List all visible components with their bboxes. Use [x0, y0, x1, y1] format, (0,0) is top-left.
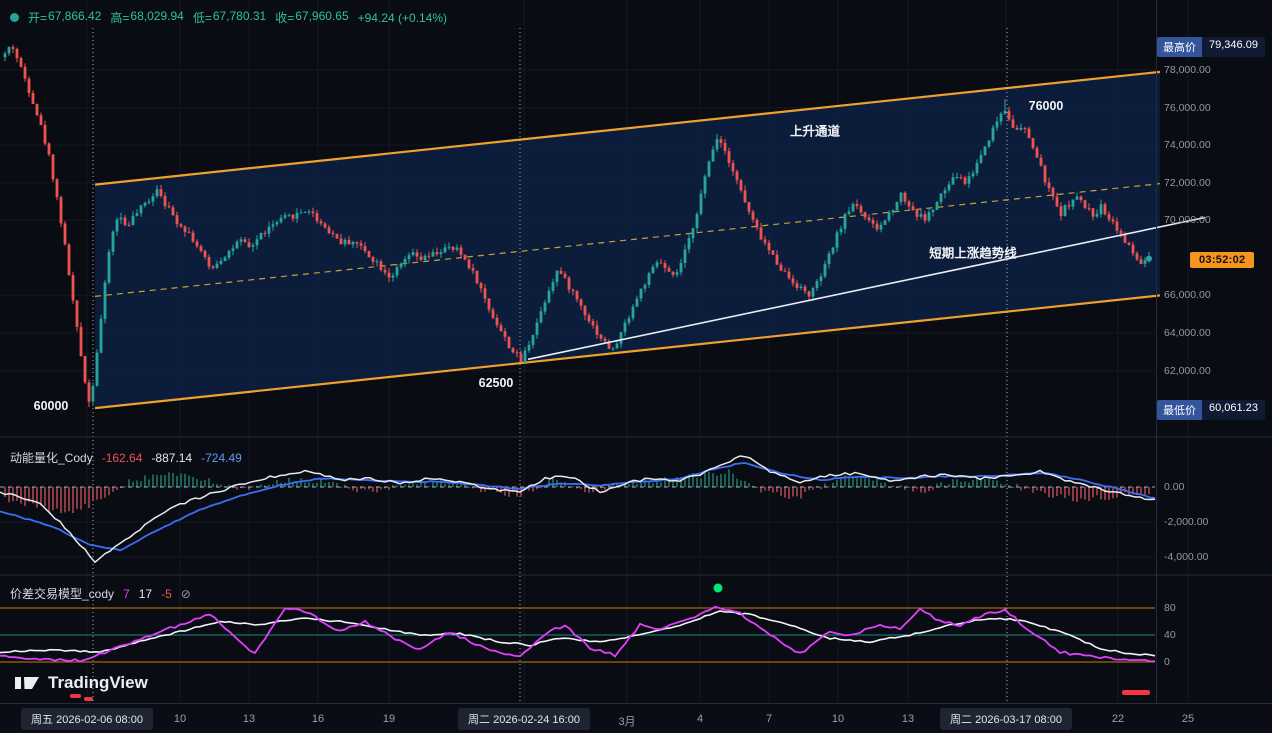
session-vlines	[92, 28, 1008, 703]
time-axis-tick: 19	[382, 713, 396, 725]
lowest-price-badge: 最低价 60,061.23	[1157, 400, 1265, 420]
chart-annotation[interactable]: 76000	[1028, 99, 1064, 113]
time-axis-tick: 10	[831, 713, 845, 725]
tradingview-wordmark: TradingView	[48, 673, 148, 692]
time-axis-tick: 16	[311, 713, 325, 725]
axis-tick-label: 76,000.00	[1164, 102, 1211, 114]
close-label: 收=	[275, 11, 295, 25]
oscillator-magenta-line	[0, 605, 1156, 663]
momentum-histogram	[4, 469, 1150, 514]
high-value: 68,029.94	[130, 9, 184, 23]
time-axis-tick: 4	[696, 713, 704, 725]
axis-tick-label: 64,000.00	[1164, 327, 1211, 339]
time-axis-tick: 3月	[618, 716, 636, 728]
axis-tick-label: 72,000.00	[1164, 177, 1211, 189]
ascending-channel	[94, 70, 1161, 410]
change-value: +94.24 (+0.14%)	[357, 10, 448, 25]
axis-tick-label: 70,000.00	[1164, 214, 1211, 226]
indicator-title-spread-model[interactable]: 价差交易模型_cody 7 17 -5 ⊘	[10, 585, 191, 602]
close-value: 67,960.65	[295, 9, 349, 23]
tradingview-logo[interactable]: TradingView	[15, 673, 148, 693]
symbol-dot-icon	[10, 13, 19, 22]
time-axis-tick: 25	[1181, 713, 1195, 725]
tradingview-mark-icon	[15, 677, 39, 689]
momentum-white-line	[0, 455, 1156, 564]
high-label: 高=	[110, 11, 130, 25]
oscillator-white-line	[0, 610, 1156, 657]
price-axis[interactable]: 78,000.00 76,000.00 74,000.00 72,000.00 70,0…	[1156, 0, 1272, 703]
lowest-price-label: 最低价	[1157, 400, 1202, 420]
axis-tick-label: 40	[1164, 629, 1176, 641]
indicator-param: -5	[161, 586, 172, 601]
time-axis-tick: 10	[173, 713, 187, 725]
indicator-name: 价差交易模型_cody	[10, 587, 115, 601]
ohlc-legend[interactable]: 开= 67,866.42 高= 68,029.94 低= 67,780.31 收= 67…	[10, 9, 447, 26]
indicator-param: 7	[123, 586, 130, 601]
buy-signal-dot	[713, 583, 723, 593]
time-axis-badge: 周二 2026-02-24 16:00	[458, 708, 590, 730]
sell-signal-dash	[84, 697, 93, 701]
open-value: 67,866.42	[48, 9, 102, 23]
short-term-trendline	[527, 216, 1206, 361]
last-price-dot	[1146, 255, 1152, 262]
indicator-value: -724.49	[201, 450, 242, 465]
hide-icon[interactable]: ⊘	[180, 586, 191, 601]
sell-signal-dash	[1122, 690, 1150, 695]
axis-tick-label: 62,000.00	[1164, 365, 1211, 377]
highest-price-badge: 最高价 79,346.09	[1157, 37, 1265, 57]
axis-tick-label: -2,000.00	[1164, 516, 1209, 528]
candles	[3, 44, 1151, 407]
low-value: 67,780.31	[212, 9, 267, 23]
axis-tick-label: 66,000.00	[1164, 289, 1211, 301]
axis-tick-label: 0.00	[1164, 481, 1185, 493]
axis-tick-label: 80	[1164, 602, 1176, 614]
axis-tick-label: 78,000.00	[1164, 64, 1211, 76]
chart-annotation[interactable]: 短期上涨趋势线	[929, 246, 1017, 261]
highest-price-label: 最高价	[1157, 37, 1202, 57]
indicator-title-momentum[interactable]: 动能量化_Cody -162.64 -887.14 -724.49	[10, 449, 242, 466]
time-axis-tick: 7	[765, 713, 773, 725]
time-axis[interactable]: 周五 2026-02-06 08:00 10 13 16 19 周二 2026-02-24…	[0, 703, 1272, 733]
signal-markers	[70, 583, 1150, 701]
bar-countdown-badge: 03:52:02	[1190, 252, 1255, 268]
indicator-param: 17	[138, 586, 153, 601]
indicator-value: -887.14	[151, 450, 193, 465]
highest-price-value: 79,346.09	[1202, 37, 1265, 57]
time-axis-tick: 13	[242, 713, 256, 725]
axis-tick-label: 0	[1164, 656, 1170, 668]
indicator-value: -162.64	[101, 450, 143, 465]
chart-annotation[interactable]: 60000	[33, 399, 69, 413]
time-axis-badge: 周五 2026-02-06 08:00	[21, 708, 153, 730]
chart-annotation[interactable]: 62500	[478, 376, 514, 390]
indicator-name: 动能量化_Cody	[10, 451, 93, 465]
axis-tick-label: 74,000.00	[1164, 139, 1211, 151]
open-label: 开=	[28, 11, 48, 25]
lowest-price-value: 60,061.23	[1202, 400, 1265, 420]
low-label: 低=	[192, 11, 212, 25]
axis-tick-label: -4,000.00	[1164, 551, 1209, 563]
time-axis-tick: 22	[1111, 713, 1125, 725]
time-axis-tick: 13	[901, 713, 915, 725]
time-axis-badge: 周二 2026-03-17 08:00	[940, 708, 1072, 730]
chart-annotation[interactable]: 上升通道	[789, 124, 841, 139]
sell-signal-dash	[70, 694, 81, 698]
